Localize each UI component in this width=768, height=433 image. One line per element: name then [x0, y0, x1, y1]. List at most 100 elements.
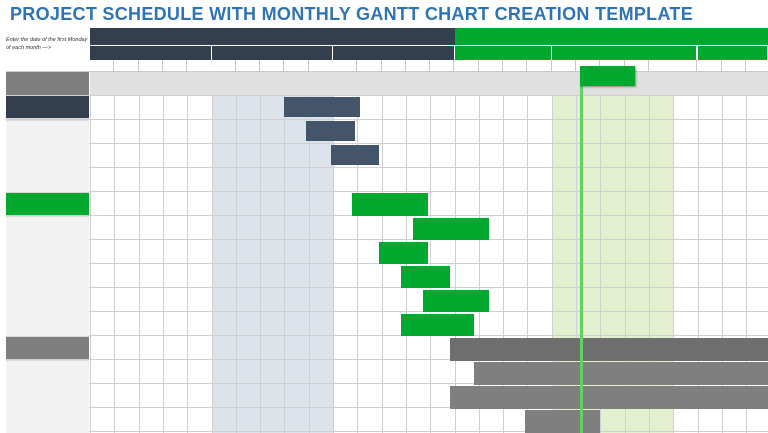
- phase-description: [6, 361, 89, 433]
- month-header: [211, 46, 333, 60]
- project-week-number: [284, 72, 308, 95]
- grid-vline: [576, 71, 577, 433]
- date-cell[interactable]: [721, 60, 747, 72]
- grid-vline: [600, 71, 602, 433]
- quarter-header-q1: [90, 28, 455, 45]
- phase-description: [6, 217, 89, 336]
- task-bar[interactable]: [306, 121, 355, 141]
- date-cell[interactable]: [454, 60, 479, 72]
- date-cell[interactable]: [697, 60, 722, 72]
- project-week-number: [552, 72, 576, 95]
- grid-hline: [6, 359, 768, 360]
- grid-hline: [6, 239, 768, 240]
- grid-vline: [187, 71, 189, 433]
- phase-label: [6, 96, 89, 118]
- grid-vline: [284, 71, 286, 433]
- project-week-number: [649, 72, 673, 95]
- grid-vline: [162, 71, 164, 433]
- date-cell[interactable]: [235, 60, 261, 72]
- task-bar[interactable]: [473, 362, 768, 385]
- grid-hline: [6, 335, 768, 336]
- grid-vline: [357, 71, 359, 433]
- date-cell[interactable]: [405, 60, 431, 72]
- project-week-number: [455, 72, 479, 95]
- grid-hline: [6, 407, 768, 408]
- grid-vline: [454, 71, 456, 433]
- date-cell[interactable]: [211, 60, 236, 72]
- project-week-number: [114, 72, 138, 95]
- grid-hline: [6, 431, 768, 432]
- task-bar[interactable]: [401, 266, 450, 288]
- task-bar[interactable]: [413, 218, 489, 240]
- grid-vline: [211, 71, 213, 433]
- project-week-number: [163, 72, 187, 95]
- date-cell[interactable]: [746, 60, 768, 72]
- grid-vline: [90, 71, 91, 433]
- date-cell[interactable]: [551, 60, 576, 72]
- date-instructions: Enter the date of the first Monday of ea…: [6, 37, 88, 51]
- project-week-number: [236, 72, 260, 95]
- project-week-number: [90, 72, 114, 95]
- grid-vline: [673, 71, 675, 433]
- quarter-header-q2: [454, 28, 768, 45]
- task-bar[interactable]: [352, 193, 428, 216]
- date-cell[interactable]: [357, 60, 382, 72]
- grid-vline: [624, 71, 626, 433]
- date-cell[interactable]: [333, 60, 358, 72]
- grid-hline: [6, 311, 768, 312]
- project-week-number: [479, 72, 503, 95]
- grid-vline: [114, 71, 116, 433]
- task-bar[interactable]: [449, 386, 768, 409]
- date-cell[interactable]: [90, 60, 115, 72]
- month-header: [90, 46, 212, 60]
- project-week-number: [527, 72, 551, 95]
- project-week-number: [698, 72, 722, 95]
- project-week-number: [187, 72, 211, 95]
- grid-vline: [308, 71, 310, 433]
- project-week-number: [673, 72, 697, 95]
- grid-hline: [6, 383, 768, 384]
- task-bar[interactable]: [449, 338, 768, 361]
- month-header: [697, 46, 768, 60]
- grid-vline: [746, 71, 748, 433]
- phase-label: [6, 337, 89, 359]
- project-week-number: [309, 72, 333, 95]
- grid-vline: [551, 71, 553, 433]
- date-cell[interactable]: [381, 60, 406, 72]
- project-week-number: [503, 72, 527, 95]
- grid-vline: [478, 71, 480, 433]
- grid-vline: [333, 71, 334, 433]
- task-bar[interactable]: [330, 145, 380, 165]
- project-week-number: [212, 72, 236, 95]
- grid-vline: [648, 71, 650, 433]
- date-cell[interactable]: [138, 60, 163, 72]
- project-week-number: [333, 72, 357, 95]
- phase-description: [6, 121, 89, 192]
- date-cell[interactable]: [260, 60, 285, 72]
- date-cell[interactable]: [478, 60, 504, 72]
- task-bar[interactable]: [401, 314, 474, 336]
- grid-vline: [430, 71, 432, 433]
- date-cell[interactable]: [527, 60, 552, 72]
- task-bar[interactable]: [284, 97, 360, 117]
- grid-hline: [6, 287, 768, 288]
- project-week-number: [430, 72, 454, 95]
- date-cell[interactable]: [503, 60, 528, 72]
- grid-hline: [6, 191, 768, 192]
- date-cell[interactable]: [114, 60, 139, 72]
- date-cell[interactable]: [673, 60, 698, 72]
- today-marker[interactable]: [580, 66, 635, 86]
- grid-vline: [260, 71, 262, 433]
- date-cell[interactable]: [284, 60, 309, 72]
- task-bar[interactable]: [379, 242, 428, 264]
- page-title: PROJECT SCHEDULE WITH MONTHLY GANTT CHAR…: [10, 4, 694, 24]
- date-cell[interactable]: [430, 60, 455, 72]
- date-cell[interactable]: [162, 60, 188, 72]
- project-week-number: [357, 72, 381, 95]
- task-bar[interactable]: [422, 290, 489, 312]
- project-week-number: [382, 72, 406, 95]
- grid-vline: [503, 71, 505, 433]
- task-bar[interactable]: [524, 410, 601, 433]
- project-week-number: [260, 72, 284, 95]
- grid-vline: [138, 71, 140, 433]
